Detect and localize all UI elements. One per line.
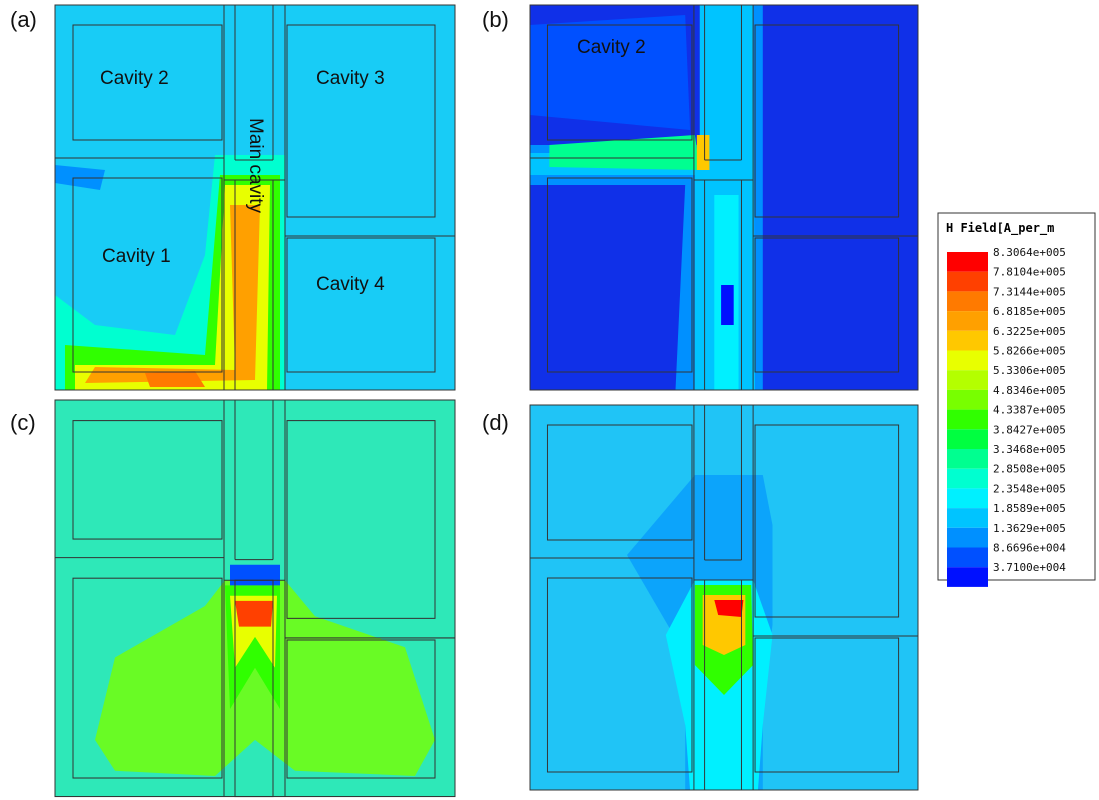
panel-label: (c) [10,410,36,435]
legend-swatch [947,389,988,410]
cavity-label: Cavity 2 [577,37,646,58]
legend: H Field[A_per_m 8.3064e+005 7.8104e+005 7.… [937,212,1096,587]
legend-swatch [947,330,988,351]
legend-title: H Field[A_per_m [946,221,1054,236]
legend-swatch [947,508,988,528]
panel-b [529,4,919,391]
cavity-label: Cavity 2 [100,68,169,89]
legend-label: 6.8185e+005 [993,305,1066,318]
legend-swatch [947,252,988,272]
legend-swatch [947,547,988,568]
panel-a [54,4,456,391]
legend-label: 8.3064e+005 [993,246,1066,259]
legend-label: 4.3387e+005 [993,404,1066,417]
legend-label: 8.6696e+004 [993,542,1066,555]
legend-swatch [947,370,988,390]
legend-swatch [947,449,988,469]
panel-label: (a) [10,7,37,32]
legend-label: 1.3629e+005 [993,522,1066,535]
legend-swatch [947,429,988,449]
cavity-label: Cavity 1 [102,246,171,267]
panel-d [529,404,919,791]
panel-label: (b) [482,7,509,32]
cavity-label: Cavity 4 [316,274,385,295]
legend-label: 3.8427e+005 [993,423,1066,436]
cavity-label: Cavity 3 [316,68,385,89]
legend-label: 2.8508e+005 [993,463,1066,476]
legend-label: 2.3548e+005 [993,482,1066,495]
legend-label: 3.7100e+004 [993,561,1066,574]
panel-c [54,399,456,798]
legend-label: 7.8104e+005 [993,266,1066,279]
cavity-label: Main cavity [245,118,266,214]
legend-swatch [947,291,988,312]
legend-swatch [947,271,988,292]
legend-label: 5.8266e+005 [993,345,1066,358]
legend-swatch [947,468,988,489]
legend-label: 4.8346e+005 [993,384,1066,397]
legend-label: 1.8589e+005 [993,502,1066,515]
legend-swatch [947,488,988,509]
legend-swatch [947,567,988,587]
legend-label: 3.3468e+005 [993,443,1066,456]
legend-swatch [947,527,988,548]
legend-swatch [947,409,988,430]
legend-label: 5.3306e+005 [993,364,1066,377]
panel-label: (d) [482,410,509,435]
legend-swatch [947,350,988,371]
legend-label: 7.3144e+005 [993,285,1066,298]
legend-label: 6.3225e+005 [993,325,1066,338]
legend-swatch [947,311,988,331]
